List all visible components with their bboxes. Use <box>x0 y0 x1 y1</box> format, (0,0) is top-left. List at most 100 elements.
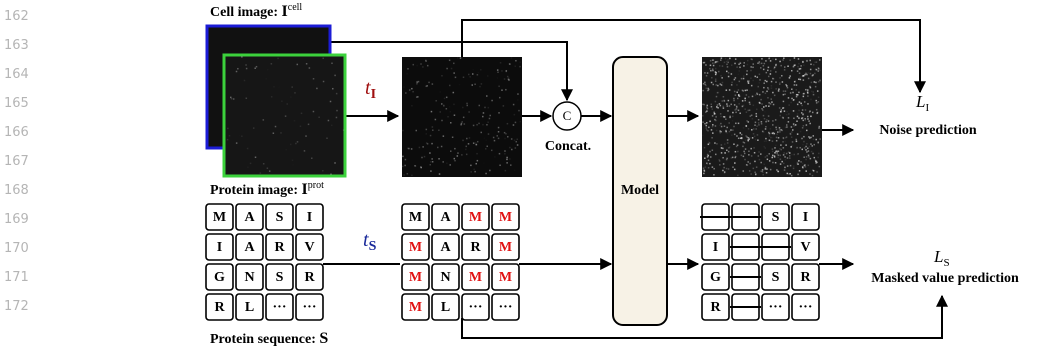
texture-dot <box>783 147 785 149</box>
texture-dot <box>755 139 757 141</box>
texture-dot <box>777 157 779 159</box>
texture-dot <box>462 107 464 109</box>
texture-dot <box>756 166 758 168</box>
texture-dot <box>729 131 731 133</box>
texture-dot <box>817 142 819 144</box>
texture-dot <box>741 155 743 157</box>
texture-dot <box>247 148 249 150</box>
texture-dot <box>486 150 488 152</box>
texture-dot <box>791 88 793 90</box>
texture-dot <box>768 58 770 60</box>
texture-dot <box>304 150 306 152</box>
texture-dot <box>717 92 719 94</box>
texture-dot <box>728 147 730 149</box>
texture-dot <box>721 77 723 79</box>
texture-dot <box>819 126 821 128</box>
texture-dot <box>414 165 416 167</box>
texture-dot <box>265 78 267 80</box>
texture-dot <box>817 101 819 103</box>
texture-dot <box>499 97 501 99</box>
texture-dot <box>708 155 710 157</box>
texture-dot <box>750 112 752 114</box>
texture-dot <box>719 131 721 133</box>
texture-dot <box>813 171 815 173</box>
texture-dot <box>453 104 455 106</box>
texture-dot <box>757 94 759 96</box>
texture-dot <box>772 140 774 142</box>
texture-dot <box>814 81 816 83</box>
texture-dot <box>791 136 793 138</box>
sequence-token: L <box>245 300 254 315</box>
texture-dot <box>469 76 471 78</box>
texture-dot <box>726 61 728 63</box>
texture-dot <box>810 143 812 145</box>
line-number: 168 <box>4 183 29 198</box>
texture-dot <box>722 82 724 84</box>
texture-dot <box>402 156 404 158</box>
texture-dot <box>808 136 810 138</box>
texture-dot <box>766 72 768 74</box>
texture-dot <box>765 128 767 130</box>
texture-dot <box>419 147 421 149</box>
texture-dot <box>291 86 293 88</box>
texture-dot <box>411 105 413 107</box>
sequence-token: S <box>276 210 284 225</box>
texture-dot <box>798 117 800 119</box>
texture-dot <box>721 57 723 59</box>
texture-dot <box>802 144 804 146</box>
texture-dot <box>416 96 418 98</box>
texture-dot <box>733 98 735 100</box>
texture-dot <box>477 166 479 168</box>
texture-dot <box>726 89 728 91</box>
texture-dot <box>719 125 721 127</box>
texture-dot <box>791 131 793 133</box>
texture-dot <box>734 63 736 65</box>
texture-dot <box>796 94 798 96</box>
texture-dot <box>810 64 812 65</box>
sequence-token: M <box>409 210 422 225</box>
texture-dot <box>705 111 707 113</box>
texture-dot <box>402 166 404 168</box>
texture-dot <box>707 72 709 74</box>
texture-dot <box>805 89 807 91</box>
texture-dot <box>748 154 750 156</box>
sequence-token: V <box>304 240 314 255</box>
texture-dot <box>750 77 752 79</box>
texture-dot <box>732 166 734 168</box>
texture-dot <box>727 139 729 141</box>
texture-dot <box>728 100 730 102</box>
texture-dot <box>468 111 470 113</box>
texture-dot <box>702 90 704 92</box>
texture-dot <box>811 91 813 93</box>
texture-dot <box>408 91 410 93</box>
texture-dot <box>816 109 818 111</box>
texture-dot <box>768 76 770 78</box>
texture-dot <box>805 159 807 161</box>
texture-dot <box>742 90 744 92</box>
texture-dot <box>763 146 765 148</box>
texture-dot <box>708 167 710 169</box>
texture-dot <box>747 161 749 163</box>
texture-dot <box>730 129 732 131</box>
texture-dot <box>788 173 790 175</box>
texture-dot <box>517 139 519 141</box>
texture-dot <box>334 162 336 164</box>
texture-dot <box>759 159 761 161</box>
texture-dot <box>706 122 708 124</box>
texture-dot <box>431 158 433 160</box>
texture-dot <box>776 129 778 131</box>
texture-dot <box>263 119 265 121</box>
texture-dot <box>766 91 768 93</box>
texture-dot <box>811 151 813 153</box>
texture-dot <box>498 131 500 133</box>
texture-dot <box>783 138 785 140</box>
texture-dot <box>798 160 800 162</box>
texture-dot <box>703 168 705 170</box>
texture-dot <box>737 175 739 177</box>
texture-dot <box>734 134 736 136</box>
texture-dot <box>759 63 761 65</box>
texture-dot <box>777 125 779 127</box>
texture-dot <box>787 65 789 67</box>
texture-dot <box>715 154 717 156</box>
texture-dot <box>815 86 817 88</box>
